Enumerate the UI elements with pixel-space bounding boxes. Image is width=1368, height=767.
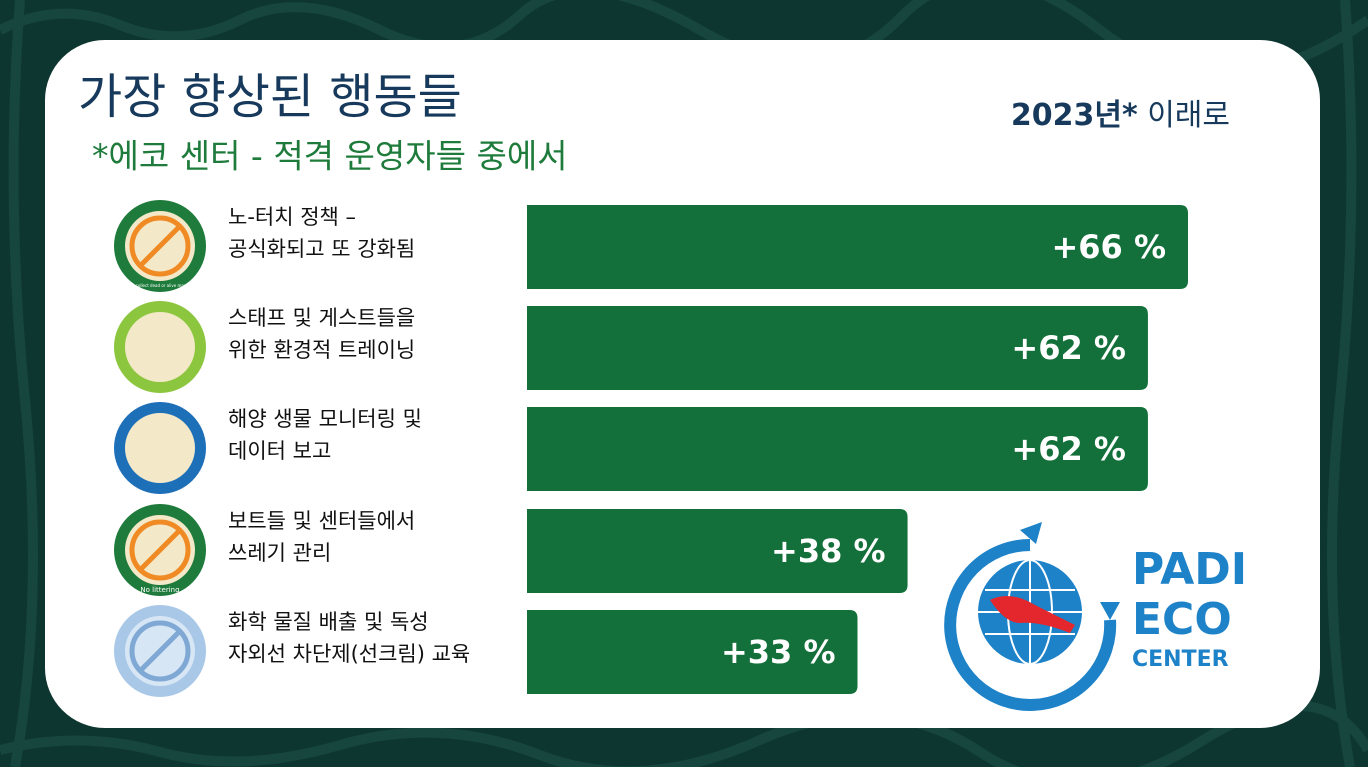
- value-label: +38 %: [771, 532, 886, 570]
- bar: [527, 306, 1148, 390]
- bar: [527, 205, 1188, 289]
- icon-slash: [138, 528, 182, 572]
- icon-ban: [129, 215, 191, 277]
- bar: [527, 610, 858, 694]
- bar: [527, 509, 908, 593]
- logo: PADI ECO CENTER: [944, 522, 1247, 711]
- logo-line2: ECO: [1132, 594, 1232, 645]
- category-label: 스태프 및 게스트들을 위한 환경적 트레이닝: [228, 306, 416, 362]
- value-label: +33 %: [721, 633, 836, 671]
- value-label: +62 %: [1011, 430, 1126, 468]
- icon-ban: [129, 620, 191, 682]
- category-label: 노-터치 정책 – 공식화되고 또 강화됨: [228, 205, 416, 261]
- icon-slash: [138, 629, 182, 673]
- value-label: +66 %: [1051, 228, 1166, 266]
- subtitle: *에코 센터 - 적격 운영자들 중에서: [92, 137, 568, 176]
- category-label: 화학 물질 배출 및 독성 자외선 차단제(선크림) 교육: [228, 610, 471, 666]
- icon-ban: [129, 519, 191, 581]
- annotation-bold: 2023년*: [1011, 98, 1138, 133]
- category-label: 보트들 및 센터들에서 쓰레기 관리: [228, 509, 416, 565]
- annotation: 2023년* 이래로: [1011, 98, 1230, 133]
- category-label: 해양 생물 모니터링 및 데이터 보고: [228, 407, 422, 463]
- title: 가장 향상된 행동들: [78, 69, 462, 125]
- icon-slash: [138, 224, 182, 268]
- icon-face: [125, 413, 195, 483]
- annotation-text: 이래로: [1147, 98, 1230, 133]
- icon-caption: No littering: [140, 586, 179, 594]
- logo-line3: CENTER: [1132, 647, 1229, 672]
- value-label: +62 %: [1011, 329, 1126, 367]
- bar: [527, 407, 1148, 491]
- logo-line1: PADI: [1132, 544, 1247, 595]
- icon-face: [125, 312, 195, 382]
- icon-caption: Do not collect dead or alive marine life: [121, 283, 199, 288]
